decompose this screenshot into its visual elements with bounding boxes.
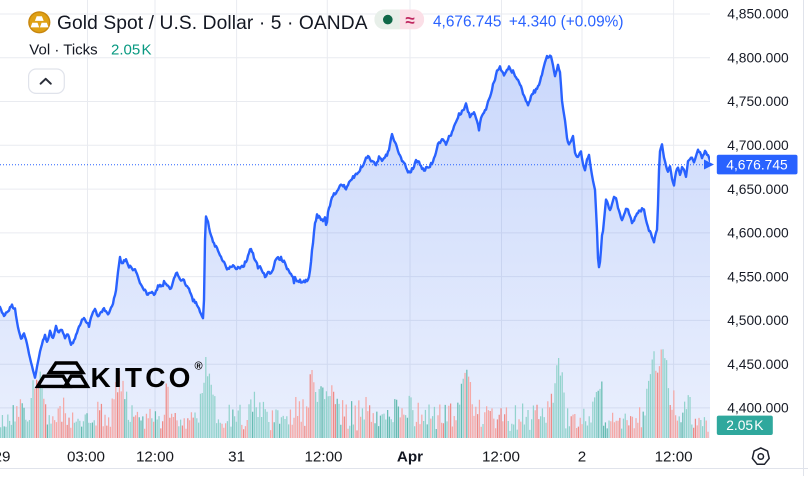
svg-text:4,750.000: 4,750.000 xyxy=(727,94,789,109)
svg-text:≈: ≈ xyxy=(405,11,414,30)
svg-text:4,850.000: 4,850.000 xyxy=(727,7,789,22)
svg-text:4,700.000: 4,700.000 xyxy=(727,138,789,153)
svg-text:12:00: 12:00 xyxy=(655,448,693,465)
svg-text:2: 2 xyxy=(578,448,586,465)
svg-text:2.05 K: 2.05 K xyxy=(726,418,764,433)
svg-text:4,500.000: 4,500.000 xyxy=(727,313,789,328)
svg-text:Apr: Apr xyxy=(397,448,423,465)
svg-text:4,600.000: 4,600.000 xyxy=(727,226,789,241)
svg-text:4,550.000: 4,550.000 xyxy=(727,269,789,284)
svg-text:31: 31 xyxy=(228,448,245,465)
svg-text:4,676.745 +4.340 (+0.09%): 4,676.745 +4.340 (+0.09%) xyxy=(433,14,623,31)
svg-text:4,800.000: 4,800.000 xyxy=(727,51,789,66)
svg-text:12:00: 12:00 xyxy=(304,448,342,465)
svg-text:2.05 K: 2.05 K xyxy=(111,41,151,58)
svg-text:®: ® xyxy=(195,361,203,373)
svg-text:Vol · Ticks: Vol · Ticks xyxy=(29,41,97,58)
svg-text:4,450.000: 4,450.000 xyxy=(727,357,789,372)
svg-text:12:00: 12:00 xyxy=(482,448,520,465)
svg-text:29: 29 xyxy=(0,448,10,465)
svg-text:4,676.745: 4,676.745 xyxy=(726,157,788,172)
svg-text:4,400.000: 4,400.000 xyxy=(727,401,789,416)
svg-text:Gold Spot / U.S. Dollar · 5 ·: Gold Spot / U.S. Dollar · 5 · OANDA xyxy=(57,13,368,34)
svg-text:4,650.000: 4,650.000 xyxy=(727,182,789,197)
svg-text:03:00: 03:00 xyxy=(67,448,105,465)
svg-text:12:00: 12:00 xyxy=(136,448,174,465)
svg-text:KITCO: KITCO xyxy=(91,362,194,393)
